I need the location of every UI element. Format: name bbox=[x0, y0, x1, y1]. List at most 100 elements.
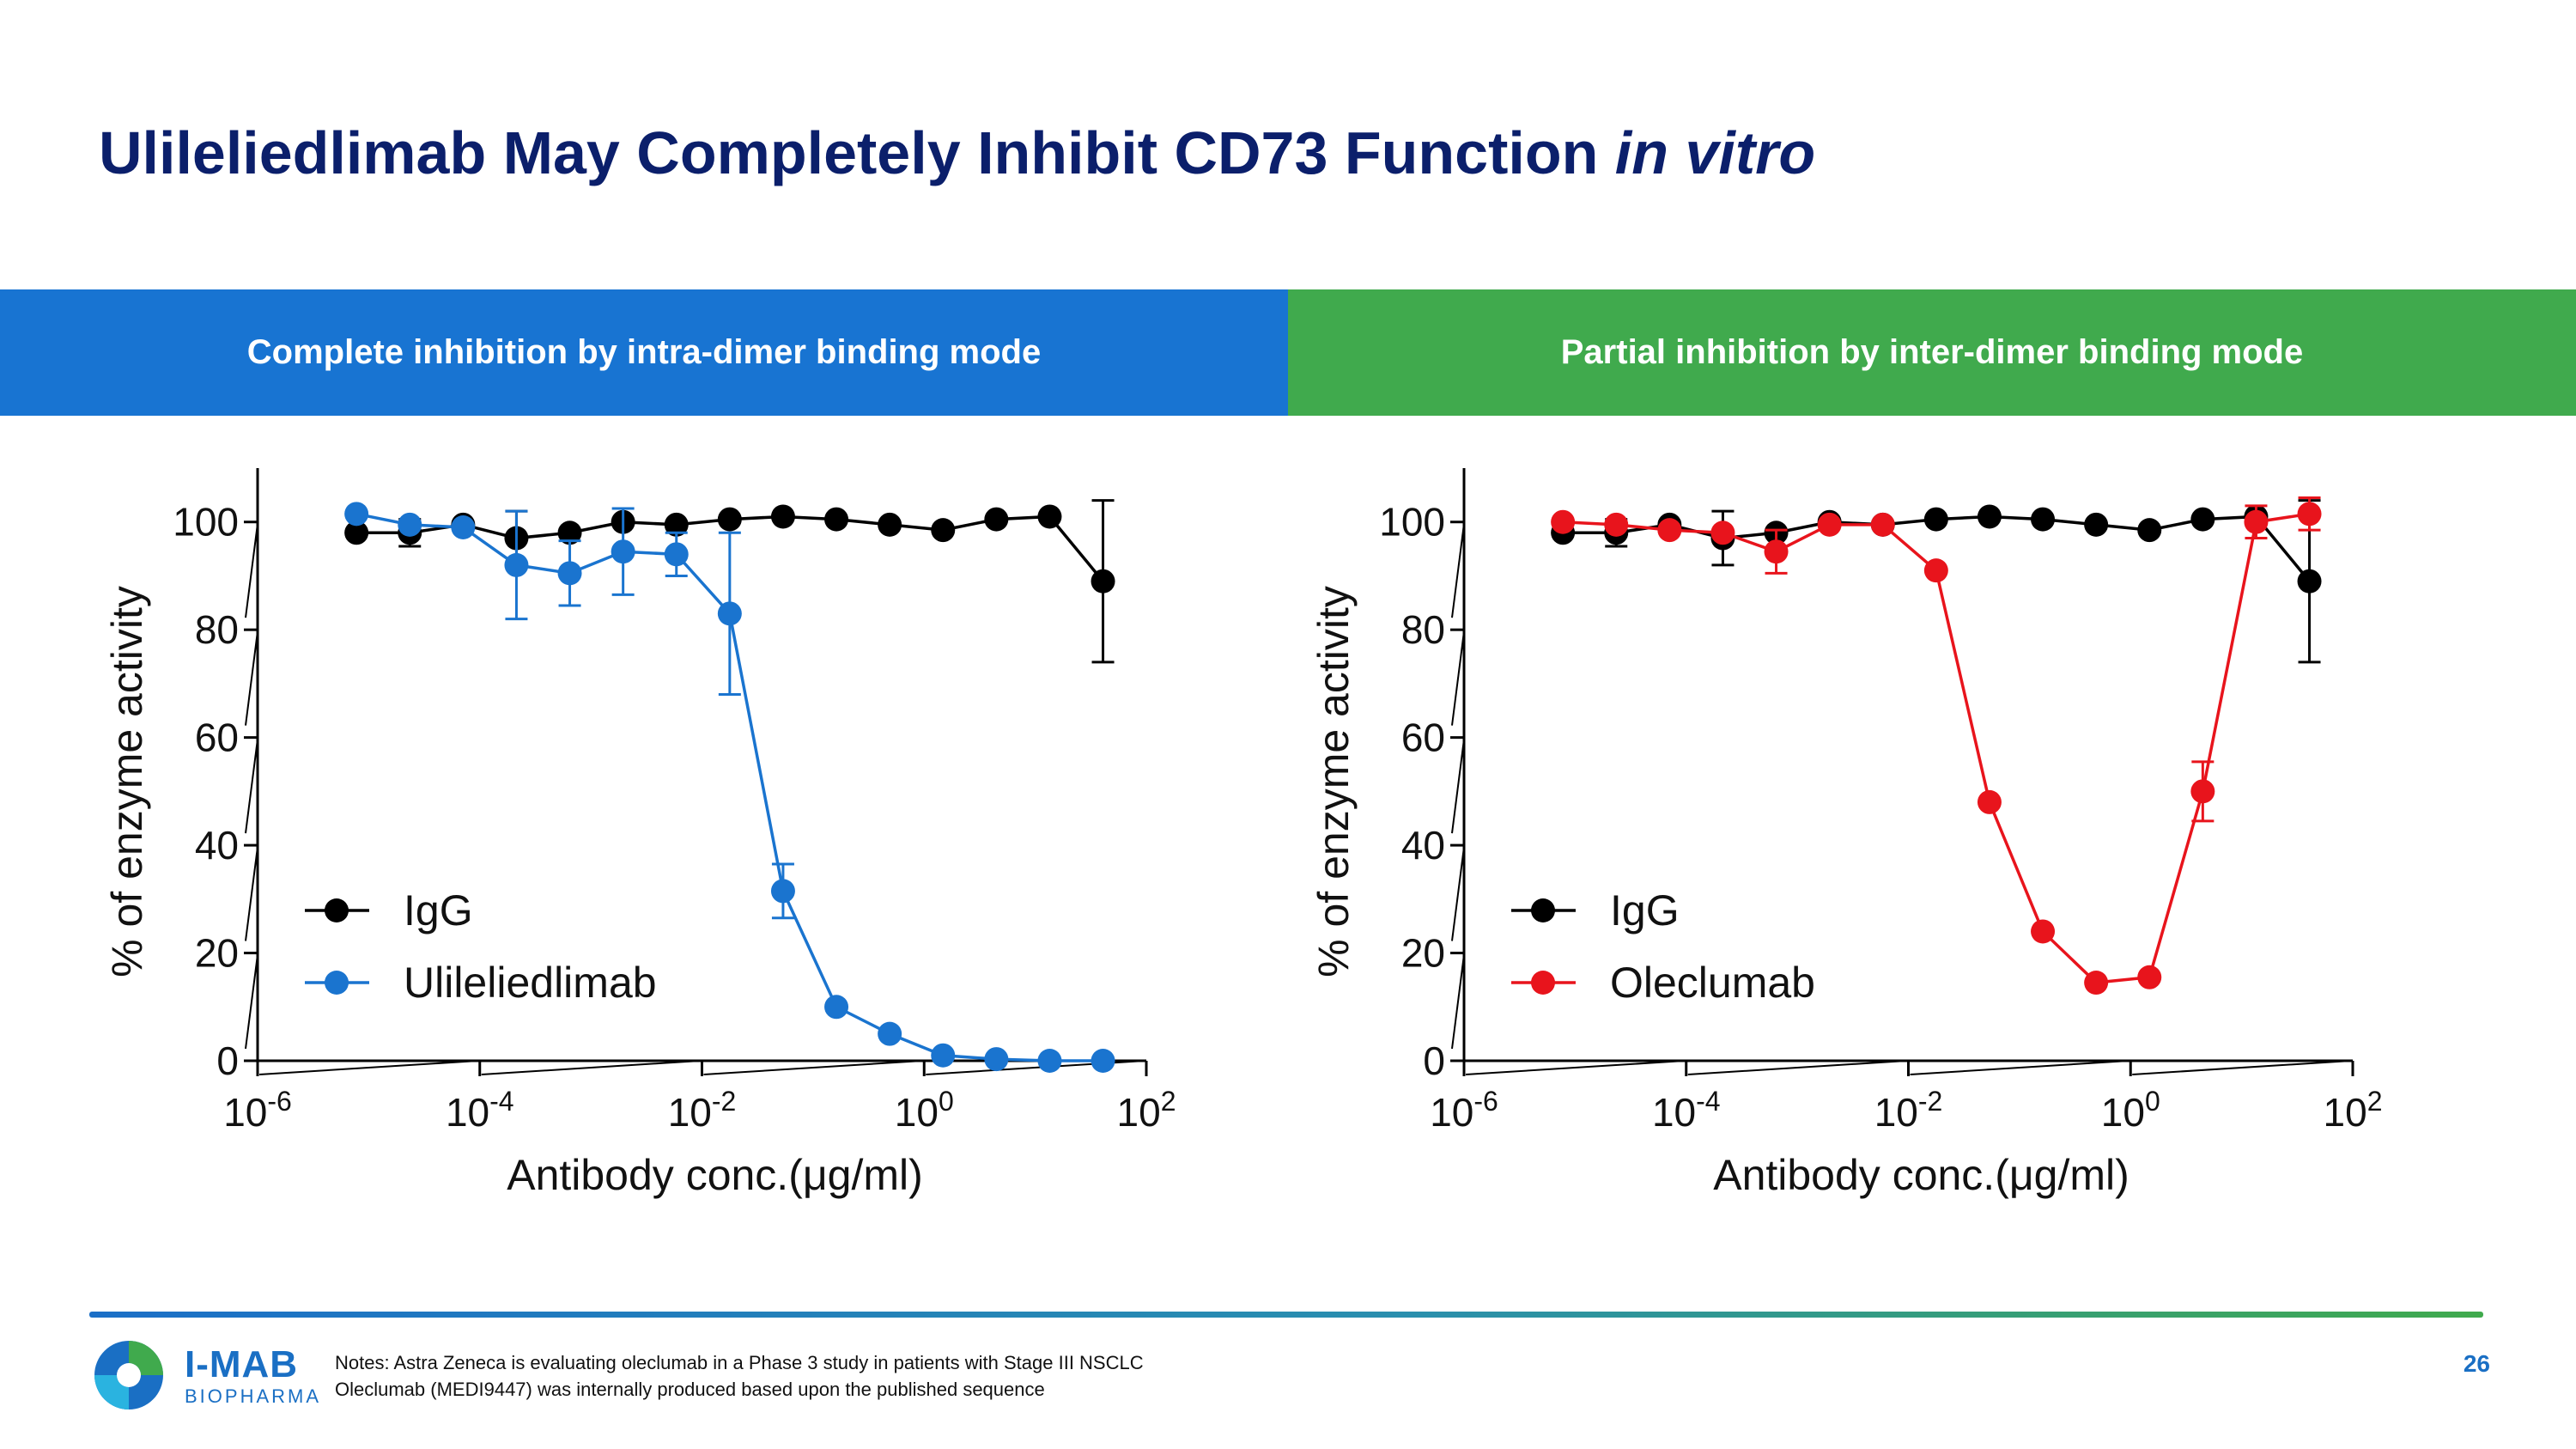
slide-title: Ulileliedlimab May Completely Inhibit CD… bbox=[99, 119, 1815, 187]
title-italic: in vitro bbox=[1614, 119, 1816, 186]
igg-data-point bbox=[1923, 507, 1948, 532]
x-axis-minor-stroke bbox=[1910, 1060, 2129, 1075]
y-axis-minor-stroke bbox=[245, 523, 258, 618]
y-tick-label: 80 bbox=[1401, 607, 1445, 652]
x-tick-exponent: -6 bbox=[267, 1086, 291, 1117]
ulileliedlimab-data-point bbox=[878, 1021, 902, 1046]
y-tick-label: 0 bbox=[1423, 1038, 1445, 1083]
y-axis-minor-stroke bbox=[245, 954, 258, 1050]
y-axis-minor-stroke bbox=[1451, 739, 1465, 834]
brand-name: I-MAB bbox=[185, 1343, 299, 1385]
imab-logo-icon bbox=[94, 1341, 163, 1409]
x-axis-label: Antibody conc.(μg/ml) bbox=[1713, 1151, 2129, 1199]
igg-data-point bbox=[2084, 512, 2109, 537]
x-tick-exponent: -4 bbox=[489, 1086, 513, 1117]
y-axis-label: % of enzyme activity bbox=[1309, 586, 1358, 977]
x-tick-exponent: -2 bbox=[1918, 1086, 1942, 1117]
x-tick-exponent: -6 bbox=[1473, 1086, 1498, 1117]
x-axis-minor-stroke bbox=[703, 1060, 923, 1075]
notes-line-1: Notes: Astra Zeneca is evaluating oleclu… bbox=[335, 1352, 1144, 1373]
footer-notes: Notes: Astra Zeneca is evaluating oleclu… bbox=[335, 1349, 1144, 1403]
brand-sub: BIOPHARMA bbox=[185, 1385, 322, 1407]
igg-data-point bbox=[557, 521, 582, 545]
oleclumab-data-point bbox=[1710, 521, 1735, 545]
legend-igg-marker bbox=[325, 898, 349, 922]
x-axis-minor-stroke bbox=[1687, 1060, 1907, 1075]
oleclumab-data-point bbox=[2084, 971, 2109, 995]
x-tick-exponent: 2 bbox=[2367, 1086, 2383, 1117]
legend-ulileliedlimab-label: Ulileliedlimab bbox=[404, 959, 657, 1007]
y-tick-label: 100 bbox=[1379, 500, 1445, 545]
x-tick-label: 10-2 bbox=[668, 1086, 737, 1135]
oleclumab-data-point bbox=[2031, 919, 2056, 944]
igg-data-point bbox=[984, 507, 1009, 532]
ulileliedlimab-data-point bbox=[557, 561, 582, 586]
legend-igg-label: IgG bbox=[404, 886, 473, 935]
x-tick-label: 10-2 bbox=[1874, 1086, 1943, 1135]
oleclumab-data-point bbox=[1764, 539, 1789, 564]
ulileliedlimab-data-point bbox=[344, 502, 369, 527]
y-tick-label: 60 bbox=[1401, 715, 1445, 760]
x-axis-label: Antibody conc.(μg/ml) bbox=[507, 1151, 923, 1199]
ulileliedlimab-data-point bbox=[664, 542, 689, 567]
ulileliedlimab-data-point bbox=[504, 552, 529, 577]
oleclumab-data-point bbox=[1551, 509, 1576, 534]
x-axis-minor-stroke bbox=[2132, 1060, 2352, 1075]
oleclumab-data-point bbox=[2244, 509, 2269, 534]
x-tick-label: 10-6 bbox=[1430, 1086, 1498, 1135]
oleclumab-data-point bbox=[1977, 789, 2002, 814]
ulileliedlimab-data-point bbox=[451, 515, 476, 539]
page-number: 26 bbox=[2463, 1350, 2490, 1377]
igg-data-point bbox=[1977, 504, 2002, 529]
series-ulileliedlimab bbox=[344, 502, 1115, 1073]
igg-data-point bbox=[824, 507, 849, 532]
y-axis-minor-stroke bbox=[1451, 846, 1465, 941]
y-axis-minor-stroke bbox=[1451, 523, 1465, 618]
igg-data-point bbox=[1091, 569, 1115, 594]
igg-data-point bbox=[344, 521, 369, 545]
igg-data-point bbox=[2297, 569, 2322, 594]
ulileliedlimab-data-point bbox=[1091, 1049, 1115, 1073]
legend-ulileliedlimab-marker bbox=[325, 971, 349, 995]
igg-data-point bbox=[2137, 518, 2162, 543]
x-axis-minor-stroke bbox=[1465, 1060, 1685, 1075]
title-main: Ulileliedlimab May Completely Inhibit CD… bbox=[99, 119, 1599, 186]
x-tick-label: 10-4 bbox=[446, 1086, 514, 1135]
igg-data-point bbox=[1037, 504, 1062, 529]
y-axis-minor-stroke bbox=[245, 846, 258, 941]
y-tick-label: 0 bbox=[216, 1038, 239, 1083]
y-tick-label: 40 bbox=[1401, 823, 1445, 868]
x-axis-minor-stroke bbox=[258, 1060, 478, 1075]
oleclumab-data-point bbox=[1817, 512, 1842, 537]
ulileliedlimab-data-point bbox=[824, 995, 849, 1020]
ulileliedlimab-data-point bbox=[931, 1043, 956, 1068]
banner-complete-inhibition: Complete inhibition by intra-dimer bindi… bbox=[0, 289, 1288, 416]
ulileliedlimab-data-point bbox=[1037, 1049, 1062, 1073]
x-tick-label: 10-4 bbox=[1652, 1086, 1721, 1135]
brand-block: I-MAB BIOPHARMA bbox=[185, 1344, 321, 1408]
x-tick-exponent: 0 bbox=[2145, 1086, 2160, 1117]
ulileliedlimab-data-point bbox=[770, 879, 795, 904]
oleclumab-data-point bbox=[2297, 502, 2322, 527]
x-tick-label: 100 bbox=[2101, 1086, 2160, 1135]
igg-data-point bbox=[770, 504, 795, 529]
banner-partial-inhibition: Partial inhibition by inter-dimer bindin… bbox=[1288, 289, 2576, 416]
ulileliedlimab-data-point bbox=[717, 601, 742, 626]
x-tick-exponent: 2 bbox=[1161, 1086, 1176, 1117]
ulileliedlimab-data-point bbox=[398, 512, 422, 537]
ulileliedlimab-data-point bbox=[611, 539, 635, 564]
y-tick-label: 20 bbox=[195, 931, 239, 976]
y-axis-minor-stroke bbox=[1451, 954, 1465, 1050]
y-tick-label: 40 bbox=[195, 823, 239, 868]
legend-igg-marker bbox=[1531, 898, 1555, 922]
x-tick-exponent: -2 bbox=[712, 1086, 736, 1117]
legend-igg-label: IgG bbox=[1610, 886, 1680, 935]
x-tick-label: 10-6 bbox=[223, 1086, 292, 1135]
legend-oleclumab-marker bbox=[1531, 971, 1555, 995]
y-axis-label: % of enzyme activity bbox=[103, 586, 151, 977]
y-tick-label: 20 bbox=[1401, 931, 1445, 976]
x-tick-exponent: -4 bbox=[1696, 1086, 1720, 1117]
y-axis-minor-stroke bbox=[245, 631, 258, 726]
